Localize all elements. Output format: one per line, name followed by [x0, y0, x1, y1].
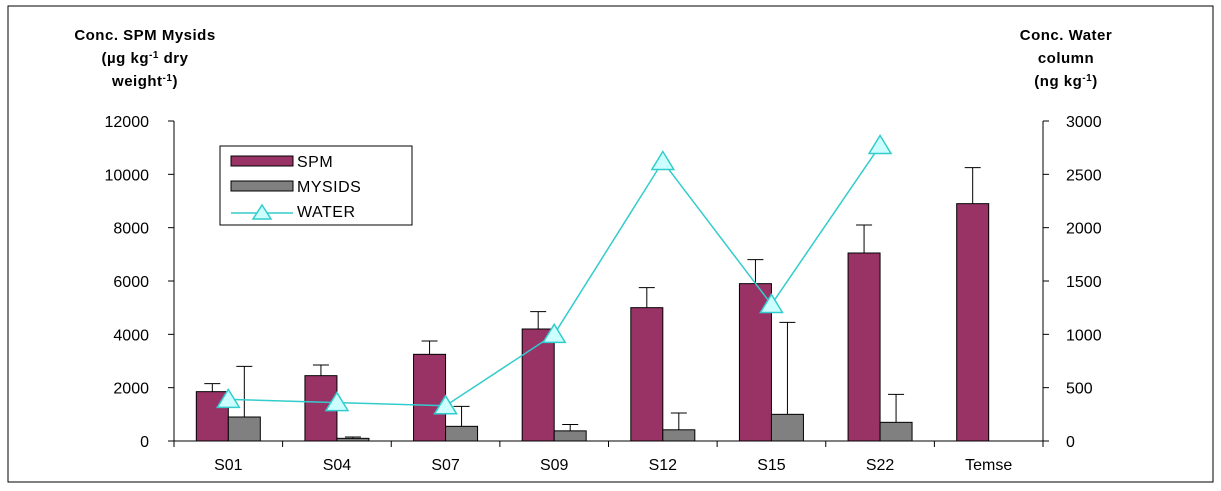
left-tick-label: 12000: [105, 114, 150, 131]
left-tick-label: 8000: [113, 221, 149, 238]
right-axis-title-line-1: Conc. Water: [1020, 27, 1112, 44]
right-tick-label: 2500: [1066, 167, 1102, 184]
left-axis-title-line-3: weight-1): [111, 73, 178, 91]
left-tick-label: 4000: [113, 327, 149, 344]
bar-mysids: [770, 413, 804, 442]
bar-mysids: [336, 437, 370, 442]
right-tick-label: 2000: [1066, 221, 1102, 238]
marker-water: [650, 150, 676, 171]
left-axis-title-part: ): [172, 73, 178, 90]
left-tick-label: 10000: [105, 167, 150, 184]
legend-swatch-spm: [230, 155, 294, 167]
right-axis-title-line-3: (ng kg-1): [1034, 73, 1097, 91]
marker-water: [433, 394, 458, 415]
right-axis-title-part: ): [1092, 73, 1098, 90]
right-tick-label: 1000: [1066, 327, 1102, 344]
bar-mysids: [227, 416, 261, 442]
bar-spm: [630, 307, 664, 442]
marker-water: [215, 387, 241, 409]
right-axis-title-part: column: [1038, 50, 1094, 67]
bar-spm: [521, 328, 555, 442]
left-axis-title-part: -1: [163, 73, 173, 84]
legend-swatch-mysids: [230, 180, 294, 192]
right-tick-label: 0: [1066, 434, 1075, 451]
bar-mysids: [445, 425, 479, 442]
legend-label-spm: SPM: [297, 154, 333, 171]
marker-water: [759, 293, 784, 314]
right-tick-label: 3000: [1066, 114, 1102, 131]
bar-spm: [956, 203, 990, 442]
right-tick-label: 500: [1066, 381, 1093, 398]
x-tick-label: S01: [214, 457, 243, 474]
x-tick-label: S09: [540, 457, 569, 474]
left-tick-label: 6000: [113, 274, 149, 291]
left-axis-title-line-2: (µg kg-1 dry: [102, 50, 189, 68]
legend-marker-water: [251, 203, 273, 220]
right-axis-title-part: Conc. Water: [1020, 27, 1112, 44]
left-tick-label: 2000: [113, 381, 149, 398]
marker-water: [541, 322, 567, 344]
x-tick-label: S22: [866, 457, 895, 474]
x-tick-label: S07: [431, 457, 460, 474]
x-tick-label: S04: [323, 457, 352, 474]
right-axis-title-line-2: column: [1038, 50, 1094, 67]
legend-label-mysids: MYSIDS: [297, 179, 361, 196]
left-tick-label: 0: [140, 434, 149, 451]
left-axis-title-line-1: Conc. SPM Mysids: [74, 27, 215, 44]
right-axis-title-part: (ng kg: [1034, 73, 1082, 90]
bar-spm: [413, 353, 447, 442]
left-axis-title-part: weight: [111, 73, 163, 90]
x-tick-label: S15: [757, 457, 786, 474]
bar-mysids: [879, 421, 913, 442]
right-axis-title-part: -1: [1082, 73, 1092, 84]
bar-mysids: [662, 429, 696, 442]
legend-label-water: WATER: [297, 204, 356, 221]
left-axis-title-part: dry: [159, 50, 189, 67]
left-axis-title-part: Conc. SPM Mysids: [74, 27, 215, 44]
left-axis-title-part: (µg kg: [102, 50, 149, 67]
marker-water: [324, 391, 350, 412]
bar-mysids: [553, 430, 587, 442]
right-tick-label: 1500: [1066, 274, 1102, 291]
x-tick-label: S12: [649, 457, 678, 474]
left-axis-title-part: -1: [149, 50, 159, 61]
bar-spm: [847, 252, 881, 442]
x-tick-label: Temse: [965, 457, 1012, 474]
marker-water: [867, 134, 893, 155]
